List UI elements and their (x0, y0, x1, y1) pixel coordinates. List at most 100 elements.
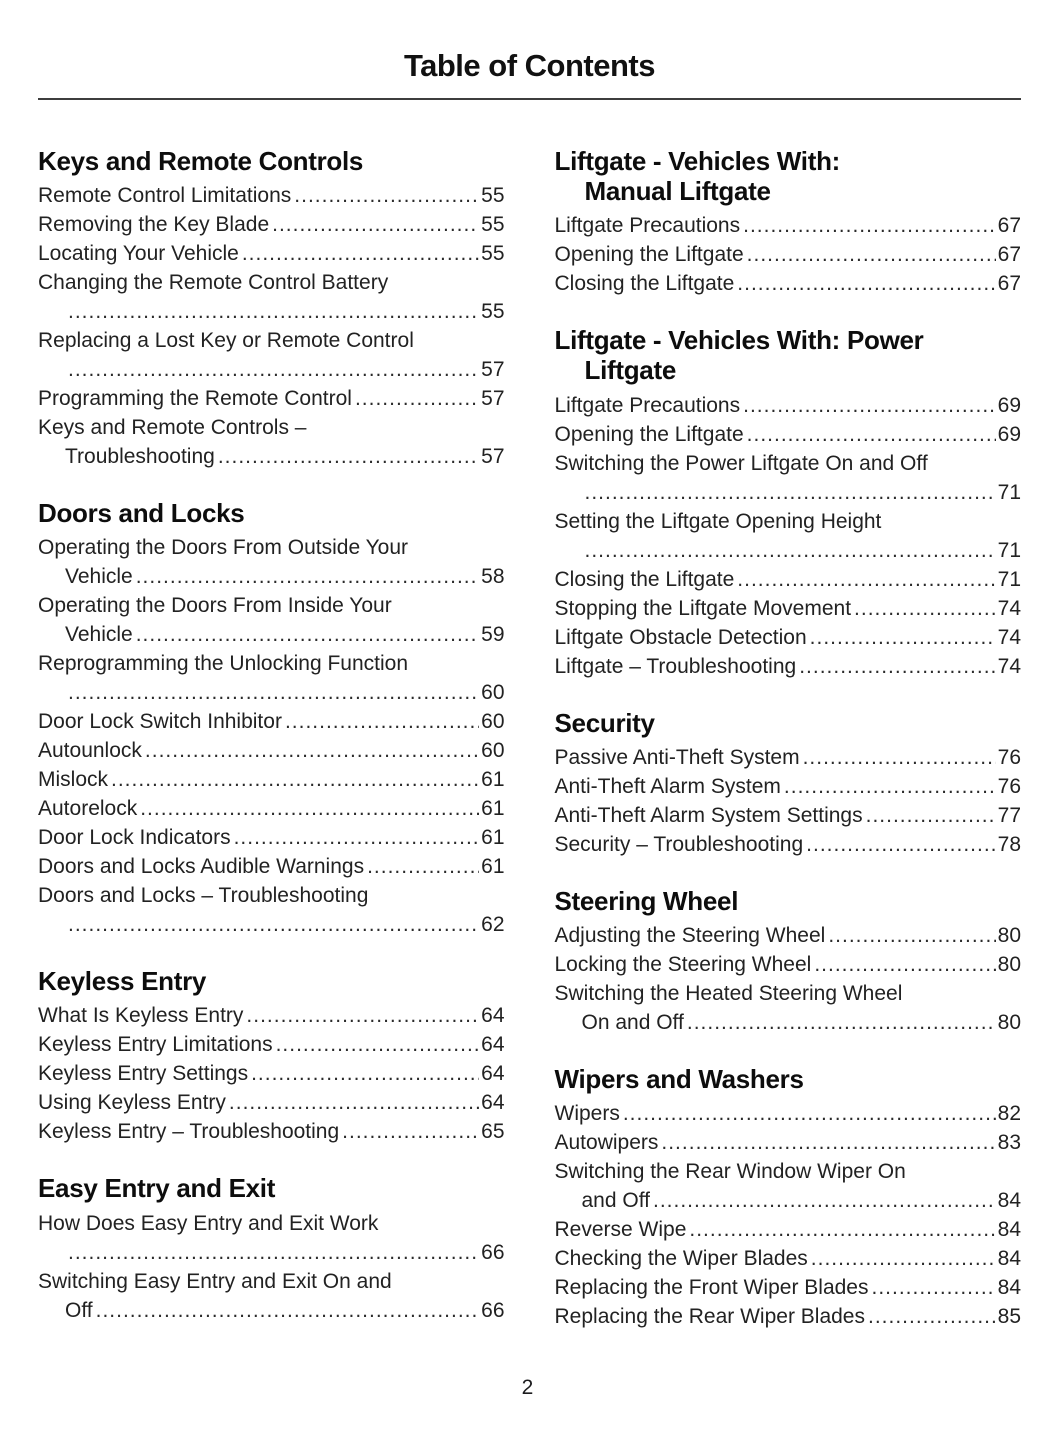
dot-leader: ........................................… (354, 387, 479, 411)
entry-title: Passive Anti-Theft System (554, 745, 800, 769)
section-heading: Keys and Remote Controls (38, 146, 505, 176)
toc-entry: Programming the Remote Control..........… (38, 384, 505, 413)
entry-page-number: 83 (997, 1131, 1021, 1155)
toc-entry: Replacing the Front Wiper Blades........… (555, 1273, 1022, 1302)
entry-title-line-1: Replacing a Lost Key or Remote Control (38, 329, 414, 353)
section-heading-line: Keyless Entry (38, 966, 207, 997)
entry-title: Keyless Entry – Troubleshooting (38, 1120, 340, 1144)
entry-page-number: 76 (997, 774, 1021, 798)
dot-leader: ........................................… (246, 1004, 479, 1028)
entry-page-number: 67 (997, 214, 1021, 238)
toc-entry: Switching the Heated Steering Wheel On an… (555, 979, 1022, 1037)
dot-leader: ........................................… (810, 1247, 996, 1271)
entry-title: Door Lock Switch Inhibitor (38, 710, 282, 734)
entry-title-line-1: Changing the Remote Control Battery (38, 271, 389, 295)
entry-leader-row: Locating Your Vehicle...................… (38, 239, 505, 268)
entry-leader-row: Autowipers..............................… (555, 1128, 1022, 1157)
toc-entry: Liftgate Precautions....................… (555, 211, 1022, 240)
entry-title: Closing the Liftgate (554, 567, 735, 591)
dot-leader: ........................................… (68, 358, 479, 382)
entry-title: Liftgate Precautions (554, 214, 741, 238)
entry-title: Off (65, 1298, 93, 1322)
toc-entry: Keyless Entry Settings..................… (38, 1059, 505, 1088)
entry-title: Replacing the Front Wiper Blades (554, 1276, 869, 1300)
entry-page-number: 80 (997, 1010, 1021, 1034)
dot-leader: ........................................… (135, 623, 480, 647)
entry-leader-row: Liftgate Precautions....................… (555, 391, 1022, 420)
entry-title: Anti-Theft Alarm System Settings (554, 803, 863, 827)
entry-title: Liftgate Precautions (554, 393, 741, 417)
entry-page-number: 55 (481, 213, 505, 237)
entry-leader-row: Checking the Wiper Blades...............… (555, 1244, 1022, 1273)
dot-leader: ........................................… (868, 1305, 996, 1329)
entry-page-number: 71 (997, 567, 1021, 591)
section-heading-line: Liftgate - Vehicles With: (554, 146, 841, 176)
entry-title: Opening the Liftgate (554, 243, 744, 267)
dot-leader: ........................................… (686, 1010, 996, 1034)
entry-title-line-1: Reprogramming the Unlocking Function (38, 652, 409, 676)
toc-entry: How Does Easy Entry and Exit Work.......… (38, 1209, 505, 1267)
entry-title: On and Off (581, 1010, 684, 1034)
dot-leader: ........................................… (622, 1102, 996, 1126)
toc-entry: Autorelock..............................… (38, 794, 505, 823)
section-heading-line: Keys and Remote Controls (38, 146, 364, 176)
entry-leader-row: Anti-Theft Alarm System.................… (555, 772, 1022, 801)
entry-page-number: 59 (481, 623, 505, 647)
toc-entry: Switching the Power Liftgate On and Off.… (555, 449, 1022, 507)
entry-page-number: 55 (481, 300, 505, 324)
entry-leader-row: Autounlock..............................… (38, 736, 505, 765)
dot-leader: ........................................… (68, 300, 479, 324)
dot-leader: ........................................… (241, 242, 479, 266)
entry-title-line-1: Setting the Liftgate Opening Height (554, 509, 882, 533)
toc-entry: Doors and Locks – Troubleshooting.......… (38, 881, 505, 939)
entry-title: and Off (581, 1189, 651, 1213)
entry-leader-row: Reverse Wipe............................… (555, 1215, 1022, 1244)
entry-title-line-1: Operating the Doors From Outside Your (38, 536, 409, 560)
dot-leader: ........................................… (68, 913, 479, 937)
section-heading-line: Doors and Locks (38, 498, 245, 529)
dot-leader: ........................................… (135, 565, 480, 589)
entry-leader-row: Liftgate Obstacle Detection.............… (555, 623, 1022, 652)
dot-leader: ........................................… (342, 1120, 479, 1144)
dot-leader: ........................................… (743, 214, 996, 238)
toc-entry: What Is Keyless Entry...................… (38, 1001, 505, 1030)
toc-entry: Closing the Liftgate....................… (555, 269, 1022, 298)
entry-leader-row: Autorelock..............................… (38, 794, 505, 823)
entry-page-number: 57 (481, 387, 505, 411)
toc-entry: Checking the Wiper Blades...............… (555, 1244, 1022, 1273)
toc-section: Steering Wheel Adjusting the Steering Whe… (555, 886, 1022, 1037)
entry-title-line-1: Switching the Heated Steering Wheel (554, 981, 903, 1005)
dot-leader: ........................................… (272, 213, 479, 237)
entry-leader-row: Mislock.................................… (38, 765, 505, 794)
entry-leader-row: Vehicle.................................… (38, 620, 505, 649)
section-heading-line: Security (554, 707, 656, 738)
dot-leader: ........................................… (367, 855, 479, 879)
entry-title-line-1: How Does Easy Entry and Exit Work (38, 1211, 379, 1235)
entry-page-number: 82 (997, 1102, 1021, 1126)
entry-title: Adjusting the Steering Wheel (554, 923, 826, 947)
toc-entry: Remote Control Limitations..............… (38, 181, 505, 210)
entry-page-number: 61 (481, 768, 505, 792)
entry-leader-row: Adjusting the Steering Wheel............… (555, 921, 1022, 950)
toc-entry: Using Keyless Entry.....................… (38, 1088, 505, 1117)
entry-leader-row: ........................................… (38, 297, 505, 326)
dot-leader: ........................................… (144, 739, 480, 763)
dot-leader: ........................................… (68, 1240, 479, 1264)
title-divider (38, 98, 1021, 100)
toc-entry: Switching the Rear Window Wiper On and Of… (555, 1157, 1022, 1215)
entry-title: Using Keyless Entry (38, 1091, 226, 1115)
entry-leader-row: Troubleshooting.........................… (38, 442, 505, 471)
dot-leader: ........................................… (806, 832, 995, 856)
dot-leader: ........................................… (584, 538, 996, 562)
entry-title-line-1: Doors and Locks – Troubleshooting (38, 884, 369, 908)
entry-page-number: 57 (481, 358, 505, 382)
dot-leader: ........................................… (783, 774, 996, 798)
entry-page-number: 64 (481, 1062, 505, 1086)
section-heading: Doors and Locks (38, 498, 505, 528)
entry-title: Door Lock Indicators (38, 826, 231, 850)
dot-leader: ........................................… (251, 1062, 480, 1086)
entry-leader-row: Replacing the Rear Wiper Blades.........… (555, 1302, 1022, 1331)
entry-page-number: 65 (481, 1120, 505, 1144)
entry-page-number: 85 (997, 1305, 1021, 1329)
entry-leader-row: Keyless Entry – Troubleshooting.........… (38, 1117, 505, 1146)
